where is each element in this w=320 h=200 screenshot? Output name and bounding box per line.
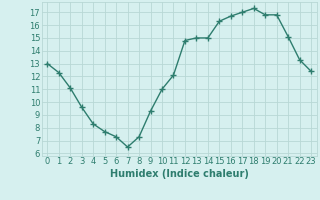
X-axis label: Humidex (Indice chaleur): Humidex (Indice chaleur) <box>110 169 249 179</box>
